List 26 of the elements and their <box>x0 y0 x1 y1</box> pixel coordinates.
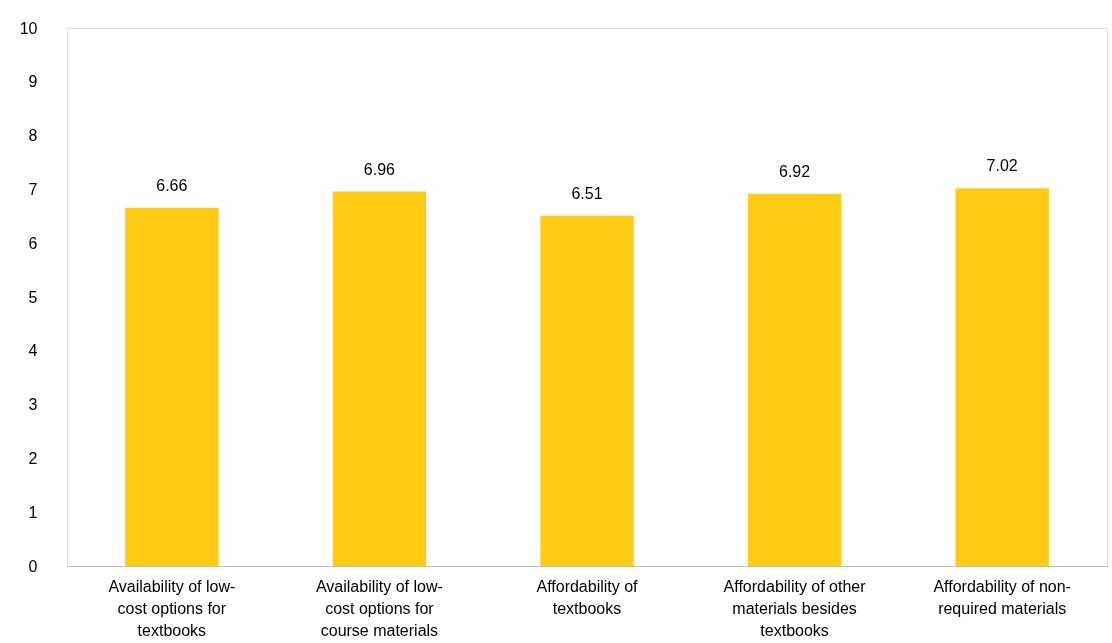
y-tick-label: 5 <box>28 288 38 306</box>
x-tick-label: Availability of low-cost options for textbooks <box>108 577 236 639</box>
data-label: 6.96 <box>363 160 396 178</box>
y-tick-label: 0 <box>28 557 38 575</box>
y-tick-label: 3 <box>28 396 38 414</box>
bar <box>125 207 219 566</box>
bar <box>540 215 634 566</box>
bar <box>955 188 1049 566</box>
y-tick-label: 10 <box>19 19 38 37</box>
y-tick-label: 7 <box>28 180 38 198</box>
x-tick-label: Affordability of textbooks <box>536 577 639 617</box>
data-label: 6.66 <box>156 176 188 194</box>
bar <box>332 191 427 566</box>
y-tick-label: 9 <box>28 73 38 91</box>
data-label: 7.02 <box>986 157 1018 175</box>
bar <box>747 193 842 566</box>
data-label: 6.51 <box>571 184 603 202</box>
y-tick-label: 6 <box>28 234 38 252</box>
y-tick-label: 2 <box>28 449 38 467</box>
x-tick-label: Affordability of other materials besides textbooks <box>723 577 867 639</box>
x-tick-label: Affordability of non-required materials <box>933 577 1071 617</box>
y-tick-label: 8 <box>28 127 38 145</box>
data-label: 6.92 <box>779 162 811 180</box>
y-tick-label: 1 <box>28 503 38 521</box>
x-tick-label: Availability of low-cost options for course materials <box>315 577 443 639</box>
y-tick-label: 4 <box>28 342 38 360</box>
